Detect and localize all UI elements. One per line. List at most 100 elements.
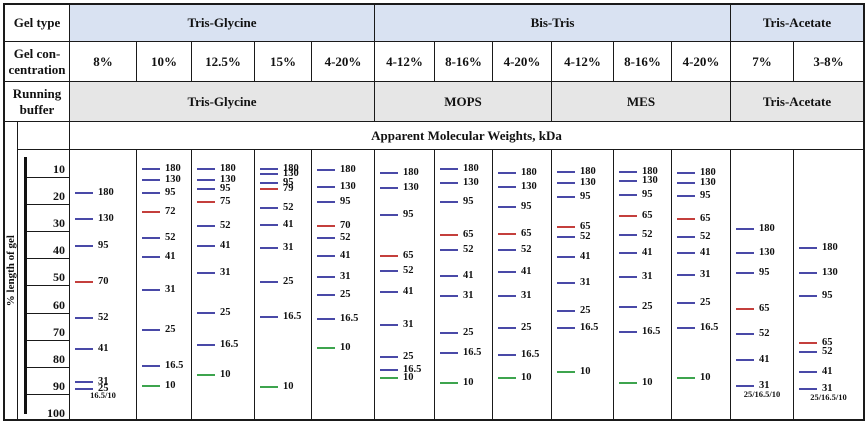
band-label: 52: [700, 230, 711, 242]
band-line-31kda: [142, 288, 160, 291]
band-label: 31: [220, 267, 231, 279]
band-label: 41: [580, 251, 591, 263]
band-line-95kda: [736, 272, 754, 275]
concentration-cell: 4-12%: [552, 42, 614, 82]
band-label: 180: [340, 164, 356, 176]
band-line-25kda: [75, 387, 93, 390]
axis-tick-label: 60: [53, 297, 65, 312]
band-line-180kda: [557, 170, 575, 173]
band-line-52kda: [142, 237, 160, 240]
concentration-cell: 12.5%: [192, 42, 255, 82]
band-label: 95: [463, 195, 474, 207]
band-label: 41: [340, 249, 351, 261]
band-label: 31: [580, 276, 591, 288]
band-label: 25: [98, 382, 109, 394]
band-line-10kda: [557, 371, 575, 374]
band-label: 16.5: [220, 339, 239, 351]
band-line-95kda: [619, 193, 637, 196]
y-axis-label: % length of gel: [5, 234, 17, 307]
band-label: 31: [340, 271, 351, 283]
axis-bar: [24, 157, 27, 414]
buffer-mes: MES: [552, 82, 731, 122]
gel-concentration-row-header: Gel con- centration: [5, 42, 70, 82]
band-line-16.5kda: [557, 326, 575, 329]
band-label: 180: [98, 187, 114, 199]
band-line-65kda: [619, 215, 637, 218]
band-line-95kda: [142, 192, 160, 195]
band-label: 31: [759, 379, 770, 391]
band-line-25kda: [380, 356, 398, 359]
band-line-130kda: [197, 178, 215, 181]
band-line-130kda: [440, 181, 458, 184]
lane-Tris-Acetate-7%: 180 130 95 65 52 41 31 25/16.5/10: [731, 150, 794, 419]
band-label: 65: [521, 228, 532, 240]
band-line-31kda: [736, 384, 754, 387]
band-label: 130: [463, 176, 479, 188]
y-axis-label-cell: % length of gel: [5, 122, 18, 419]
band-line-95kda: [498, 205, 516, 208]
band-label: 130: [283, 168, 299, 180]
band-label: 130: [403, 181, 419, 193]
band-line-180kda: [260, 168, 278, 170]
band-line-130kda: [380, 186, 398, 189]
band-line-180kda: [75, 192, 93, 195]
band-label: 52: [822, 345, 833, 357]
band-label: 180: [642, 165, 658, 177]
band-label: 16.5: [165, 359, 184, 371]
band-line-70kda: [317, 224, 335, 227]
band-line-31kda: [677, 273, 695, 276]
band-line-10kda: [380, 376, 398, 379]
band-label: 130: [220, 173, 236, 185]
band-label: 130: [165, 173, 181, 185]
band-line-52kda: [677, 235, 695, 238]
band-label: 180: [403, 167, 419, 179]
band-line-41kda: [75, 348, 93, 351]
band-line-31kda: [440, 295, 458, 298]
band-label: 31: [463, 290, 474, 302]
band-label: 25: [165, 324, 176, 336]
band-label: 95: [642, 188, 653, 200]
band-line-52kda: [557, 235, 575, 238]
lane-Bis-Tris-4-20%: 180 130 95 65 52 41 31 25 16.5 10: [672, 150, 731, 419]
band-label: 95: [521, 200, 532, 212]
band-line-25kda: [557, 310, 575, 313]
band-label: 16.5: [580, 321, 599, 333]
band-label: 52: [165, 232, 176, 244]
band-line-10kda: [677, 376, 695, 379]
band-label: 130: [642, 175, 658, 187]
band-line-180kda: [736, 227, 754, 230]
band-label: 25: [463, 327, 474, 339]
band-line-16.5kda: [380, 368, 398, 371]
axis-tick-line: [27, 393, 70, 395]
band-line-95kda: [677, 195, 695, 198]
band-line-41kda: [380, 291, 398, 294]
band-label: 130: [580, 176, 596, 188]
band-label: 95: [220, 183, 231, 195]
band-label: 95: [283, 176, 294, 188]
band-label: 25: [521, 321, 532, 333]
gel-type-row-header: Gel type: [5, 5, 70, 42]
band-line-31kda: [619, 276, 637, 279]
band-line-130kda: [317, 185, 335, 188]
band-line-52kda: [498, 249, 516, 252]
band-label: 130: [340, 180, 356, 192]
band-line-10kda: [142, 384, 160, 387]
band-line-79kda: [260, 188, 278, 191]
gel-type-tris-glycine: Tris-Glycine: [70, 5, 375, 42]
band-label: 65: [642, 210, 653, 222]
band-line-25kda: [317, 294, 335, 297]
band-label: 25: [403, 351, 414, 363]
band-label: 95: [580, 191, 591, 203]
band-line-65kda: [557, 226, 575, 229]
band-label: 180: [521, 167, 537, 179]
band-line-16.5kda: [317, 318, 335, 321]
band-line-65kda: [677, 218, 695, 221]
band-line-31kda: [557, 281, 575, 284]
band-line-95kda: [799, 295, 817, 298]
band-footnote: 16.5/10: [90, 390, 116, 401]
band-label: 130: [700, 176, 716, 188]
band-label: 75: [220, 195, 231, 207]
running-buffer-row-header-line1: Running: [12, 85, 62, 101]
band-line-31kda: [260, 246, 278, 249]
band-label: 25: [580, 305, 591, 317]
